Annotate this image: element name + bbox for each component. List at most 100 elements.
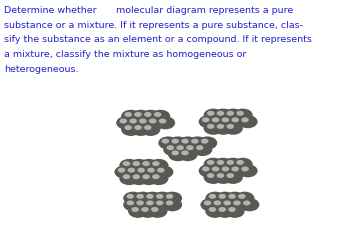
Circle shape	[159, 119, 166, 124]
Circle shape	[178, 136, 198, 150]
Circle shape	[165, 123, 167, 124]
Circle shape	[160, 137, 177, 149]
Circle shape	[139, 128, 144, 132]
Circle shape	[205, 123, 222, 134]
Circle shape	[145, 209, 152, 214]
Circle shape	[141, 120, 151, 126]
Circle shape	[210, 113, 218, 118]
Circle shape	[137, 201, 144, 205]
Circle shape	[144, 125, 152, 130]
Circle shape	[241, 163, 246, 166]
Circle shape	[163, 192, 182, 205]
Circle shape	[157, 211, 160, 213]
Circle shape	[220, 113, 227, 118]
Circle shape	[143, 175, 155, 183]
Circle shape	[188, 136, 207, 150]
Circle shape	[204, 171, 223, 184]
Circle shape	[144, 193, 161, 204]
Circle shape	[210, 175, 218, 180]
Circle shape	[150, 196, 157, 201]
Circle shape	[124, 122, 129, 125]
Circle shape	[205, 169, 213, 174]
Circle shape	[228, 115, 248, 128]
Circle shape	[154, 199, 171, 211]
Circle shape	[232, 118, 245, 126]
Circle shape	[236, 170, 241, 173]
Circle shape	[141, 207, 155, 216]
Circle shape	[179, 137, 197, 149]
Circle shape	[230, 205, 232, 206]
Circle shape	[230, 165, 247, 177]
Circle shape	[159, 196, 167, 201]
Circle shape	[163, 198, 182, 211]
Circle shape	[130, 169, 139, 176]
Circle shape	[210, 116, 227, 128]
Circle shape	[245, 120, 252, 124]
Circle shape	[136, 200, 151, 210]
Circle shape	[150, 119, 162, 127]
Circle shape	[233, 197, 238, 200]
Circle shape	[210, 194, 222, 203]
Circle shape	[199, 147, 207, 152]
Circle shape	[152, 174, 166, 184]
Circle shape	[131, 170, 138, 175]
Circle shape	[148, 118, 163, 128]
Circle shape	[143, 161, 150, 166]
Circle shape	[126, 123, 128, 124]
Circle shape	[167, 145, 174, 150]
Circle shape	[236, 110, 251, 120]
Circle shape	[134, 176, 144, 182]
Circle shape	[146, 176, 153, 181]
Circle shape	[175, 141, 182, 146]
Circle shape	[233, 201, 241, 205]
Circle shape	[206, 202, 216, 208]
Circle shape	[158, 165, 161, 167]
Circle shape	[134, 112, 148, 121]
Circle shape	[160, 119, 172, 127]
Circle shape	[134, 193, 152, 204]
Circle shape	[181, 138, 196, 148]
Circle shape	[130, 206, 147, 217]
Circle shape	[149, 169, 159, 176]
Circle shape	[223, 164, 225, 166]
Circle shape	[121, 120, 131, 126]
Circle shape	[217, 170, 221, 173]
Circle shape	[134, 162, 144, 169]
Circle shape	[142, 161, 157, 171]
Circle shape	[126, 194, 141, 203]
Circle shape	[133, 175, 146, 183]
Circle shape	[212, 199, 229, 211]
Circle shape	[128, 127, 135, 132]
Circle shape	[230, 116, 247, 128]
Circle shape	[187, 143, 190, 144]
Circle shape	[229, 194, 241, 203]
Circle shape	[132, 171, 137, 174]
Circle shape	[219, 161, 229, 168]
Circle shape	[239, 165, 257, 177]
Circle shape	[131, 204, 136, 207]
Circle shape	[143, 198, 163, 211]
Circle shape	[218, 194, 233, 203]
Circle shape	[203, 118, 215, 126]
Circle shape	[231, 127, 236, 130]
Circle shape	[221, 199, 239, 211]
Circle shape	[218, 174, 230, 182]
Circle shape	[213, 109, 233, 122]
Circle shape	[241, 114, 246, 117]
Circle shape	[217, 173, 224, 178]
Circle shape	[209, 194, 216, 199]
Circle shape	[133, 174, 140, 179]
Circle shape	[240, 113, 247, 118]
Circle shape	[152, 205, 155, 206]
Circle shape	[155, 176, 163, 181]
Circle shape	[137, 194, 144, 199]
Text: substance or a mixture. If it represents a pure substance, clas-: substance or a mixture. If it represents…	[4, 21, 303, 29]
Circle shape	[142, 124, 159, 135]
Circle shape	[135, 113, 147, 121]
Circle shape	[241, 167, 249, 172]
Circle shape	[132, 174, 147, 184]
Circle shape	[135, 209, 142, 214]
Circle shape	[213, 171, 233, 184]
Circle shape	[147, 201, 159, 209]
Circle shape	[224, 201, 237, 209]
